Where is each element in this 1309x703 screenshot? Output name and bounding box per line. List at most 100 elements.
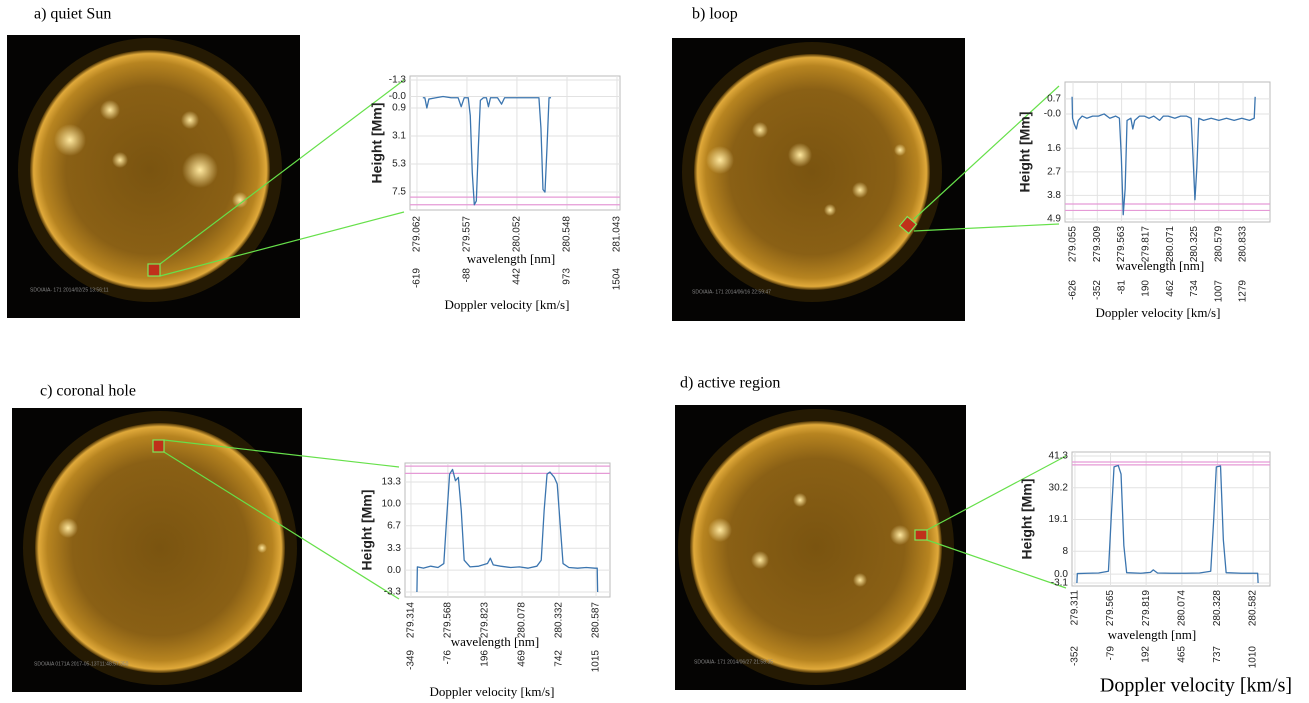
x-tick-label: 280.587	[591, 602, 602, 639]
bright-region	[751, 551, 769, 569]
plot-area	[404, 462, 611, 598]
selection-box	[898, 215, 918, 235]
x-tick-label: 281.043	[612, 216, 623, 253]
panel-title: d) active region	[680, 375, 780, 392]
selection-box	[914, 529, 928, 541]
y-tick-label: -1.3	[389, 75, 407, 86]
x-tick-label: 280.071	[1165, 226, 1176, 263]
panel: b) loop SDO/AIA- 171 2014/06/16 22:59:47 0…	[672, 6, 1271, 321]
x-tick-label: 280.328	[1212, 590, 1223, 627]
x-tick-label: 280.078	[517, 602, 528, 639]
panel: c) coronal hole SDO/AIA 0171A 2017-05-13T…	[12, 383, 611, 699]
x2-tick-label: 196	[480, 650, 491, 667]
bright-region	[788, 143, 812, 167]
x-tick-label: 279.062	[412, 216, 423, 253]
image-caption: SDO/AIA- 171 2014/02/25 13:56:11	[30, 287, 109, 293]
y-axis-label: Height [Mm]	[359, 490, 375, 571]
x2-tick-label: 1279	[1238, 280, 1249, 303]
x2-tick-label: 973	[562, 268, 573, 285]
panel-title: a) quiet Sun	[34, 6, 111, 23]
y-tick-label: 3.1	[392, 131, 406, 142]
x-tick-label: 279.568	[443, 602, 454, 639]
x2-tick-label: 190	[1140, 280, 1151, 297]
panel-title: c) coronal hole	[40, 383, 136, 400]
x-tick-label: 279.817	[1141, 226, 1152, 263]
plot-area	[1064, 81, 1271, 223]
y-tick-label: -0.0	[1044, 109, 1062, 120]
x-tick-label: 279.565	[1105, 590, 1116, 627]
x-tick-label: 279.309	[1092, 226, 1103, 263]
spectrum-line	[1071, 96, 1256, 216]
y-tick-label: 6.7	[387, 520, 401, 531]
selection-box	[152, 439, 165, 453]
plot-area	[1071, 451, 1271, 587]
x2-tick-label: 465	[1176, 646, 1187, 663]
y-tick-label: 10.0	[382, 499, 402, 510]
bright-region	[58, 518, 78, 538]
x2-tick-label: 442	[512, 268, 523, 285]
bright-region	[852, 182, 868, 198]
x-tick-label: 279.311	[1070, 590, 1081, 626]
y-tick-label: 1.6	[1047, 143, 1061, 154]
x2-tick-label: -619	[412, 268, 423, 288]
x-tick-label: 279.563	[1116, 226, 1127, 263]
x2-axis-label: Doppler velocity [km/s]	[1100, 675, 1292, 697]
y-tick-label: 0.0	[387, 565, 401, 576]
y-tick-label: 0.9	[392, 103, 406, 114]
x-axis-label: wavelength [nm]	[1108, 627, 1196, 642]
bright-region	[708, 518, 732, 542]
connector	[926, 539, 1067, 589]
x2-tick-label: 1007	[1213, 280, 1224, 303]
x2-tick-label: -76	[443, 650, 454, 665]
bright-region	[182, 152, 218, 188]
x-tick-label: 280.332	[554, 602, 565, 639]
y-axis-label: Height [Mm]	[369, 103, 385, 184]
x2-tick-label: -349	[406, 650, 417, 670]
x-axis-label: wavelength [nm]	[1116, 258, 1204, 273]
x-tick-label: 280.074	[1177, 590, 1188, 627]
solar-disk	[694, 54, 930, 290]
y-tick-label: 0.7	[1047, 94, 1061, 105]
spectrum-line	[422, 95, 552, 206]
x-tick-label: 280.052	[512, 216, 523, 253]
y-tick-label: -3.1	[1051, 578, 1069, 589]
y-tick-label: 30.2	[1049, 482, 1069, 493]
y-tick-label: 0.0	[1054, 569, 1068, 580]
y-tick-label: 4.9	[1047, 214, 1061, 225]
x2-tick-label: 462	[1165, 280, 1176, 297]
image-caption: SDO/AIA- 171 2014/06/27 21:58:35	[694, 659, 773, 665]
x2-tick-label: 1010	[1248, 646, 1259, 669]
y-tick-label: -3.3	[384, 587, 402, 598]
x2-tick-label: 469	[517, 650, 528, 667]
bright-region	[824, 204, 836, 216]
bright-region	[257, 543, 267, 553]
y-tick-label: 2.7	[1047, 166, 1061, 177]
panel-title: b) loop	[692, 6, 738, 23]
y-axis-label: Height [Mm]	[1017, 112, 1033, 193]
connector	[163, 439, 400, 468]
bright-region	[890, 525, 910, 545]
connector	[163, 451, 400, 600]
bright-region	[752, 122, 768, 138]
panel: a) quiet Sun SDO/AIA- 171 2014/02/25 13:5…	[7, 6, 623, 318]
selection-box	[147, 263, 161, 277]
x-axis-label: wavelength [nm]	[451, 634, 539, 649]
bright-region	[54, 124, 86, 156]
bright-region	[853, 573, 867, 587]
x-tick-label: 280.579	[1213, 226, 1224, 263]
y-tick-label: 8	[1062, 546, 1068, 557]
x2-axis-label: Doppler velocity [km/s]	[445, 297, 570, 312]
x2-tick-label: -352	[1070, 646, 1081, 666]
connector	[926, 455, 1067, 531]
x-tick-label: 279.314	[406, 602, 417, 639]
x2-tick-label: -81	[1116, 280, 1127, 295]
x2-tick-label: -88	[462, 268, 473, 283]
bright-region	[894, 144, 906, 156]
y-axis-label: Height [Mm]	[1019, 479, 1035, 560]
connector	[913, 85, 1060, 220]
y-tick-label: 41.3	[1049, 451, 1069, 462]
x-tick-label: 279.055	[1068, 226, 1079, 263]
x-tick-label: 279.557	[462, 216, 473, 253]
solar-disk	[35, 423, 285, 673]
